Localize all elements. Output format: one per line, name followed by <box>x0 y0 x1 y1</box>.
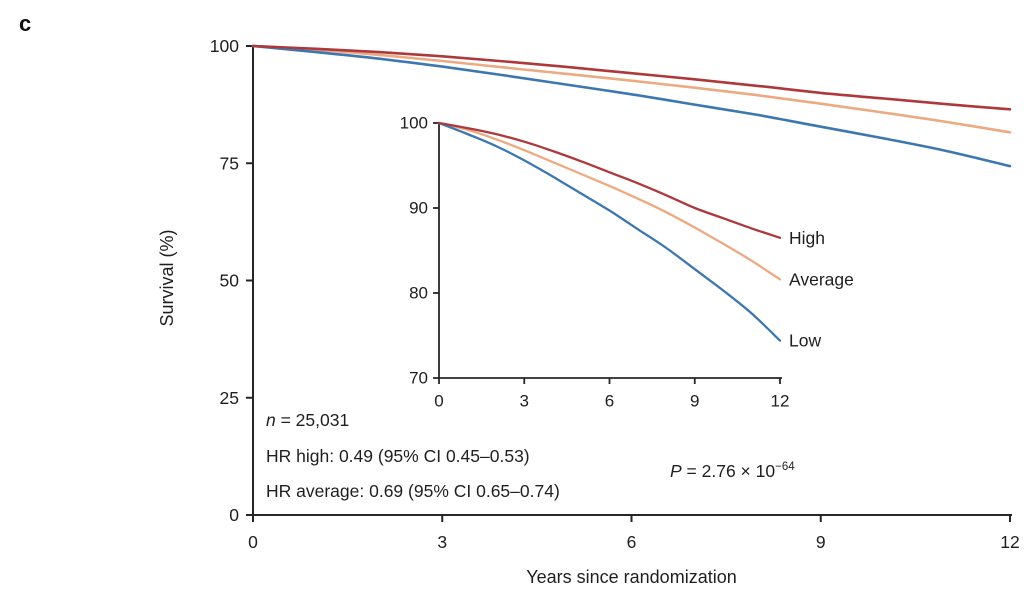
series-label-average: Average <box>789 269 854 289</box>
y-axis-title: Survival (%) <box>157 229 177 327</box>
main-y-tick-label: 0 <box>229 505 239 525</box>
main-y-tick-label: 25 <box>220 388 239 408</box>
main-y-tick-label: 100 <box>210 36 239 56</box>
annotation-n-value: = 25,031 <box>275 410 350 430</box>
main-y-tick-label: 50 <box>220 271 240 291</box>
main-curve-low <box>251 44 1012 168</box>
inset-y-tick-label: 80 <box>409 284 428 303</box>
annotation-hr-high: HR high: 0.49 (95% CI 0.45–0.53) <box>266 446 530 466</box>
annotation-hr-average: HR average: 0.69 (95% CI 0.65–0.74) <box>266 481 560 501</box>
inset-plot: 70 80 90 100 0 3 6 9 12 High Average Low <box>400 114 854 411</box>
inset-x-tick-label: 0 <box>434 392 443 411</box>
inset-x-tick-label: 3 <box>520 392 529 411</box>
inset-curve-high <box>437 121 782 239</box>
annotation-p-symbol: P <box>670 461 682 481</box>
annotation-n-symbol: n <box>266 410 276 430</box>
main-x-tick-label: 0 <box>248 532 258 552</box>
inset-x-tick-label: 9 <box>690 392 699 411</box>
main-y-tick-label: 75 <box>220 153 239 173</box>
main-x-tick-label: 12 <box>1000 532 1019 552</box>
series-label-low: Low <box>789 331 821 351</box>
inset-x-tick-label: 6 <box>605 392 614 411</box>
annotation-n: n = 25,031 <box>266 410 349 431</box>
inset-y-tick-label: 70 <box>409 369 428 388</box>
main-curve-average <box>251 44 1012 134</box>
inset-curve-average <box>437 121 782 281</box>
x-axis-title: Years since randomization <box>526 567 737 587</box>
inset-y-tick-label: 90 <box>409 199 428 218</box>
panel-label: c <box>19 11 32 36</box>
series-label-high: High <box>789 228 825 248</box>
inset-curve-low <box>437 121 782 342</box>
annotation-p-base: = 2.76 × 10 <box>681 461 776 481</box>
annotation-p-exponent: −64 <box>775 461 795 473</box>
main-x-tick-label: 9 <box>816 532 826 552</box>
main-x-tick-label: 6 <box>627 532 637 552</box>
main-curve-high <box>251 44 1012 111</box>
main-x-tick-label: 3 <box>437 532 447 552</box>
annotation-p-value: P = 2.76 × 10−64 <box>670 461 795 482</box>
inset-x-tick-label: 12 <box>771 392 790 411</box>
main-plot: 0 25 50 75 100 0 3 6 9 12 <box>210 36 1020 552</box>
inset-y-tick-label: 100 <box>400 114 428 133</box>
